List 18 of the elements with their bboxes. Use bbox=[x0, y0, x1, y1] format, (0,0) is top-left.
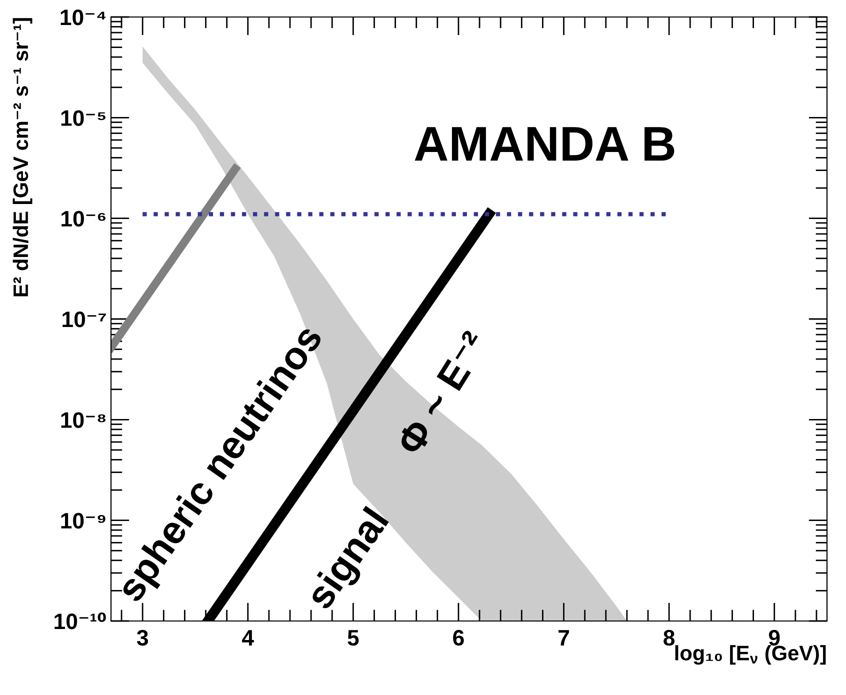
y-axis-title: E² dN/dE [GeV cm⁻² s⁻¹ sr⁻¹] bbox=[12, 18, 32, 296]
y-tick-label: 10⁻⁵ bbox=[61, 110, 106, 126]
x-tick-label: 6 bbox=[453, 630, 464, 646]
y-tick-label: 10⁻⁸ bbox=[61, 412, 106, 428]
y-tick-label: 10⁻¹⁰ bbox=[54, 612, 106, 630]
x-tick-label: 7 bbox=[558, 630, 569, 646]
x-tick-label: 4 bbox=[242, 630, 254, 646]
y-tick-label: 10⁻⁶ bbox=[62, 210, 106, 227]
y-tick-label: 10⁻⁴ bbox=[60, 10, 106, 26]
annotation: Φ ~ E⁻² bbox=[395, 329, 490, 457]
x-tick-label: 9 bbox=[768, 630, 780, 646]
x-tick-label: 8 bbox=[664, 630, 675, 646]
y-tick-label: 10⁻⁷ bbox=[62, 312, 106, 328]
x-tick-label: 3 bbox=[136, 630, 148, 646]
x-axis-title: log₁₀ [E$_{ν}$ (GeV)] bbox=[675, 645, 826, 665]
annotation: AMANDA B bbox=[414, 127, 674, 161]
y-tick-label: 10⁻⁹ bbox=[61, 512, 106, 529]
x-tick-label: 5 bbox=[348, 630, 359, 646]
